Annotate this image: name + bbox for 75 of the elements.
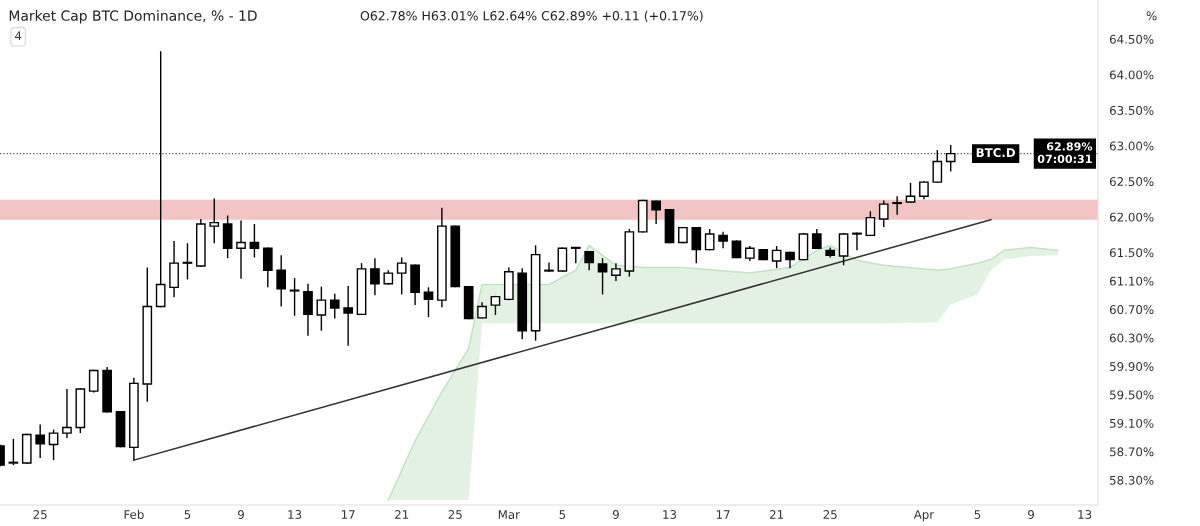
- y-tick-label: 58.70%: [1110, 447, 1154, 457]
- y-tick-label: 64.50%: [1109, 34, 1154, 44]
- y-tick-label: 64.00%: [1109, 70, 1154, 80]
- candlestick: [329, 293, 340, 320]
- candlestick: [262, 246, 273, 289]
- candlestick: [209, 197, 220, 244]
- y-tick-label: 59.90%: [1110, 362, 1154, 371]
- text: O62.78% H63.01% L62.64% C62.89% +0.11 (+0.17%): [360, 10, 703, 22]
- y-tick-label: 62.50%: [1109, 177, 1154, 187]
- y-tick-label: 61.10%: [1109, 276, 1154, 286]
- candlestick: [62, 388, 72, 439]
- x-tick-label: 25: [823, 510, 837, 519]
- candlestick: [276, 254, 287, 308]
- x-tick-label: Mar: [498, 510, 520, 519]
- candlestick: [182, 242, 193, 281]
- candlestick: [838, 232, 849, 266]
- y-tick-label: 58.30%: [1110, 475, 1154, 485]
- candlestick: [878, 199, 889, 228]
- ref-line-label: BTC.D: [976, 148, 1016, 158]
- candlestick: [35, 423, 46, 459]
- x-tick-label: 13: [663, 510, 677, 519]
- candlestick: [584, 250, 595, 271]
- x-tick-label: Feb: [124, 509, 144, 519]
- candlestick: [8, 438, 19, 466]
- x-tick-label: 21: [769, 510, 784, 519]
- candlestick: [249, 223, 260, 259]
- annotation: 4: [14, 31, 22, 41]
- candlestick: [771, 245, 782, 269]
- candlestick: [370, 257, 380, 296]
- x-tick-label: 13: [1078, 510, 1092, 519]
- candlestick: [544, 261, 554, 273]
- candlestick: [932, 149, 943, 184]
- candlestick: [316, 285, 327, 332]
- y-tick-label: 60.30%: [1109, 333, 1154, 343]
- y-tick-label: 62.00%: [1109, 212, 1154, 222]
- candlestick: [945, 144, 956, 173]
- candlestick: [691, 226, 702, 264]
- x-tick-label: 17: [716, 510, 730, 519]
- x-tick-label: 25: [33, 510, 47, 519]
- candlestick: [865, 210, 876, 237]
- x-tick-label: 9: [238, 510, 244, 519]
- x-tick-label: 5: [184, 510, 191, 519]
- candlestick: [423, 286, 434, 318]
- y-tick-label: 63.00%: [1109, 141, 1154, 151]
- candlestick: [303, 283, 313, 337]
- x-tick-label: 9: [612, 510, 619, 519]
- candlestick: [852, 231, 862, 252]
- y-tick-label: 60.70%: [1109, 305, 1154, 315]
- x-tick-label: 17: [341, 510, 355, 519]
- text: Market Cap BTC Dominance, % - 1D: [9, 10, 257, 24]
- x-tick-label: 5: [974, 510, 981, 519]
- x-tick-label: 9: [1028, 510, 1034, 519]
- y-axis-title: %: [1146, 11, 1157, 21]
- x-tick-label: Apr: [913, 510, 935, 522]
- candlestick: [343, 285, 353, 347]
- candlestick: [289, 277, 300, 317]
- y-tick-label: 59.10%: [1110, 418, 1154, 428]
- candlestick: [236, 219, 246, 280]
- y-tick-label: 59.50%: [1110, 390, 1154, 400]
- x-tick-label: 25: [448, 510, 462, 519]
- annotation: 62.89%: [1046, 142, 1093, 151]
- candlestick: [597, 257, 608, 296]
- x-tick-label: 21: [395, 510, 409, 519]
- candlestick: [892, 195, 902, 216]
- annotation: 07:00:31: [1037, 154, 1092, 164]
- candlestick: [557, 246, 568, 273]
- candlestick: [905, 182, 916, 204]
- y-tick-label: 63.50%: [1109, 105, 1154, 115]
- x-tick-label: 5: [559, 510, 566, 519]
- x-tick-label: 13: [288, 510, 302, 519]
- candlestick: [811, 228, 822, 250]
- candlestick: [48, 428, 59, 461]
- candlestick: [155, 50, 166, 308]
- y-tick-label: 61.50%: [1109, 248, 1154, 258]
- candlestick: [396, 256, 407, 296]
